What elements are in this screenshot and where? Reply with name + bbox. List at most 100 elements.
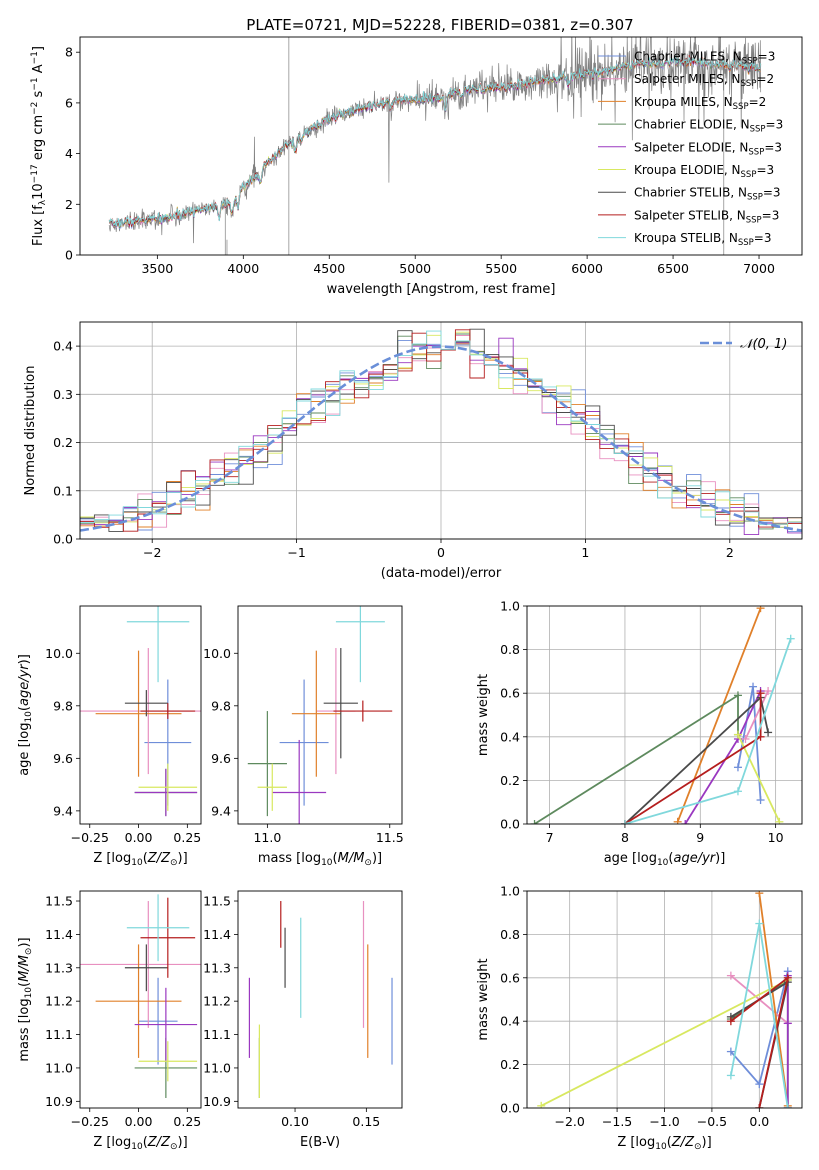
weight-marker — [733, 730, 742, 739]
weight-marker — [755, 919, 764, 928]
x-tick-label: −0.25 — [71, 1114, 109, 1129]
y-tick-label: 0.4 — [500, 729, 520, 744]
x-tick-label: 0.0 — [749, 1114, 769, 1129]
weight-marker — [755, 1080, 764, 1089]
y-tick-label: 11.3 — [45, 960, 73, 975]
weight-marker — [726, 971, 735, 980]
x-tick-label: −1.5 — [602, 1114, 632, 1129]
weight-marker — [673, 817, 682, 824]
weight-marker — [783, 1104, 792, 1108]
weight-marker — [537, 1101, 546, 1108]
legend-label-subscript: SSP — [741, 79, 757, 89]
residual-histogram-panel: −2 −1 0 1 2 0.0 0.1 0.2 0.3 0.4 (data-model)/error… — [23, 321, 803, 581]
y-axis-label: age [log10(age/yr)] — [17, 654, 34, 776]
weight-marker — [775, 817, 784, 824]
legend-label-end: =3 — [766, 118, 784, 132]
weight-marker — [764, 687, 773, 696]
x-tick-label: 11.0 — [253, 830, 281, 845]
weight-marker — [749, 682, 758, 691]
weight-marker — [756, 606, 765, 613]
y-tick-label: 11.4 — [45, 927, 73, 942]
legend-label: Salpeter MILES, NSSP=2 — [634, 72, 774, 89]
y-axis-label: mass weight — [476, 958, 491, 1040]
legend-label: Kroupa MILES, NSSP=2 — [634, 95, 766, 112]
y-tick-label: 11.0 — [203, 1060, 231, 1075]
spectrum-panel: 3500 4000 4500 5000 5500 6000 6500 7000 0 2 4 6 8 wav… — [30, 36, 803, 297]
x-tick-label: 5500 — [485, 261, 517, 276]
x-axis-label: Z [log10(Z/Z⊙)] — [93, 851, 187, 868]
error-bar-point — [126, 606, 190, 683]
legend-label-end: =2 — [749, 95, 767, 109]
weight-marker — [733, 763, 742, 772]
y-tick-label: 11.5 — [45, 894, 73, 909]
x-tick-label: 7 — [546, 830, 554, 845]
legend-label-subscript: SSP — [741, 170, 757, 180]
x-tick-label: 0.25 — [173, 1114, 201, 1129]
legend-label-subscript: SSP — [748, 147, 764, 157]
legend-label-subscript: SSP — [746, 215, 762, 225]
x-tick-label: 6000 — [571, 261, 603, 276]
y-tick-label: 11.5 — [203, 894, 231, 909]
y-tick-label: 9.6 — [53, 751, 73, 766]
age-vs-metallicity-panel: −0.25 0.00 0.25 9.4 9.6 9.8 10.0 Z [log10(Z/Z⊙)… — [17, 605, 202, 868]
y-tick-label: 2 — [65, 197, 73, 212]
y-tick-label: 0.0 — [500, 817, 520, 832]
weight-line — [744, 690, 769, 740]
error-bars — [80, 894, 201, 1098]
y-tick-label: 1.0 — [500, 884, 520, 899]
y-tick-label: 10.0 — [203, 646, 231, 661]
legend-label-end: =2 — [756, 72, 774, 86]
legend-label-subscript: SSP — [742, 57, 758, 67]
x-tick-label: 11.5 — [376, 830, 404, 845]
y-tick-label: 0.4 — [53, 339, 73, 354]
x-tick-label: 10 — [768, 830, 784, 845]
x-tick-label: 8 — [621, 830, 629, 845]
x-tick-label: 0 — [437, 545, 445, 560]
plot-frame — [526, 605, 803, 825]
weight-marker — [726, 1071, 735, 1080]
weight-line — [676, 607, 762, 823]
plot-frame — [79, 890, 202, 1109]
y-tick-label: 4 — [65, 146, 73, 161]
mass-vs-ebv-panel: 0.10 0.15 10.9 11.0 11.1 11.2 11.3 11.4 11.5 E(B-… — [203, 890, 403, 1150]
legend-label-main: Kroupa STELIB, N — [634, 231, 738, 245]
x-tick-label: −1 — [287, 545, 305, 560]
age-vs-mass-panel: 11.0 11.5 9.4 9.6 9.8 10.0 mass [log10(M/M⊙)] — [203, 605, 404, 868]
error-bar-point — [291, 650, 341, 777]
weight-marker — [755, 891, 764, 898]
plot-frame — [79, 321, 803, 540]
x-tick-label: 7000 — [743, 261, 775, 276]
x-tick-label: 4000 — [227, 261, 259, 276]
mass-weight-vs-metallicity-panel: −2.0 −1.5 −1.0 −0.5 0.0 0.0 0.2 0.4 0.6 0.8 1.0 Z [… — [476, 884, 803, 1152]
x-axis-label: mass [log10(M/M⊙)] — [258, 851, 382, 868]
legend-label-subscript: SSP — [750, 125, 766, 135]
y-tick-label: 10.9 — [45, 1094, 73, 1109]
weight-marker — [741, 734, 750, 743]
y-tick-label: 0.8 — [500, 927, 520, 942]
x-tick-label: 3500 — [141, 261, 173, 276]
weight-marker — [783, 973, 792, 982]
x-tick-label: 4500 — [313, 261, 345, 276]
x-tick-label: 0.15 — [352, 1114, 380, 1129]
y-tick-label: 0.0 — [500, 1101, 520, 1116]
y-tick-label: 0.2 — [500, 773, 520, 788]
error-bar-point — [335, 606, 385, 683]
y-tick-label: 0.6 — [500, 686, 520, 701]
figure-title: PLATE=0721, MJD=52228, FIBERID=0381, z=0… — [246, 16, 633, 34]
error-bar-point — [138, 1041, 198, 1082]
y-tick-label: 9.4 — [211, 803, 231, 818]
x-tick-label: 5000 — [399, 261, 431, 276]
weight-line — [758, 893, 789, 1106]
y-tick-label: 11.1 — [203, 1027, 231, 1042]
x-axis-label: Z [log10(Z/Z⊙)] — [617, 1135, 711, 1152]
legend-label-subscript: SSP — [747, 193, 763, 203]
y-tick-label: 9.8 — [211, 698, 231, 713]
x-tick-label: 0.10 — [281, 1114, 309, 1129]
mass-weight-vs-age-panel: 7 8 9 10 0.0 0.2 0.4 0.6 0.8 1.0 age [log10(age/yr… — [476, 599, 803, 868]
x-axis-label: (data-model)/error — [381, 566, 502, 581]
error-bar-point — [124, 944, 168, 992]
error-bar-point — [140, 897, 196, 978]
y-tick-label: 9.8 — [53, 698, 73, 713]
error-bar-point — [126, 894, 190, 962]
y-tick-label: 0.4 — [500, 1014, 520, 1029]
